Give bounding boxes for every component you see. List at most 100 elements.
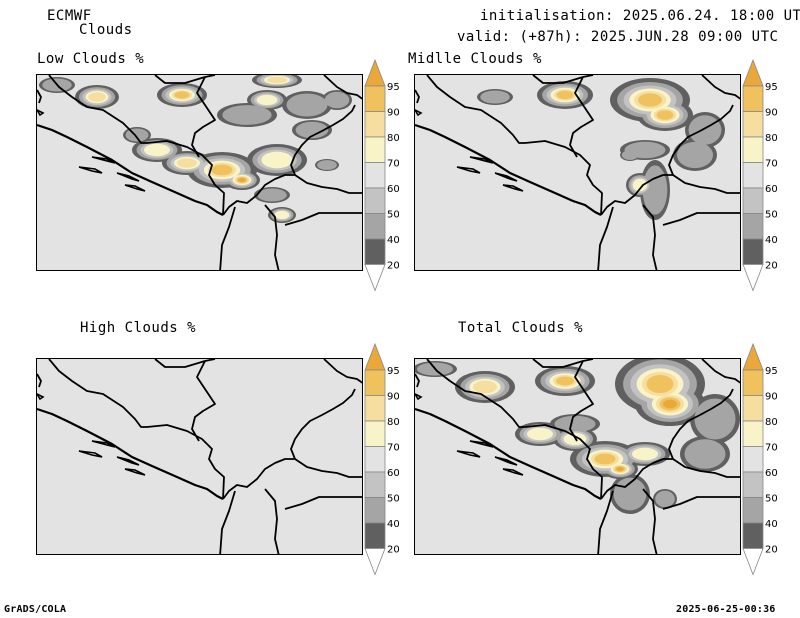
island bbox=[415, 109, 423, 117]
cloud-contour bbox=[632, 447, 658, 461]
island bbox=[502, 468, 524, 476]
colorbar-arrow-top bbox=[742, 342, 764, 371]
cloud-contour bbox=[621, 150, 639, 160]
cloud-contour bbox=[211, 164, 233, 176]
cloud-contour bbox=[88, 92, 106, 102]
colorbar-level-label: 50 bbox=[387, 494, 400, 505]
country-border bbox=[597, 490, 614, 554]
map-middle-clouds bbox=[414, 74, 741, 271]
country-border bbox=[597, 206, 614, 270]
colorbar-level-label: 20 bbox=[387, 545, 400, 556]
colorbar-middle-svg: 95 90 80 70 60 50 40 20 bbox=[742, 58, 778, 292]
coastline bbox=[415, 123, 602, 216]
island bbox=[494, 456, 518, 466]
island bbox=[502, 184, 524, 192]
colorbar-level-label: 20 bbox=[765, 261, 778, 272]
colorbar-segment bbox=[364, 238, 386, 265]
panel-title-low-clouds: Low Clouds % bbox=[37, 51, 145, 67]
country-border bbox=[532, 75, 594, 84]
colorbar-arrow-top bbox=[364, 58, 386, 87]
coastline bbox=[37, 123, 224, 216]
colorbar-level-label: 80 bbox=[765, 417, 778, 428]
country-border bbox=[524, 424, 603, 500]
colorbar-arrow-bottom bbox=[742, 548, 764, 576]
cloud-contour bbox=[222, 105, 272, 125]
colorbar-level-label: 95 bbox=[387, 366, 400, 377]
island bbox=[91, 440, 116, 448]
colorbar-level-label: 40 bbox=[765, 519, 778, 530]
colorbar-segment bbox=[742, 420, 764, 447]
colorbar-high: 95 90 80 70 60 50 40 20 bbox=[363, 342, 403, 576]
colorbar-segment bbox=[742, 85, 764, 112]
cloud-contour bbox=[688, 115, 722, 145]
country-border bbox=[290, 104, 356, 176]
country-border bbox=[48, 75, 147, 144]
cloud-contour bbox=[267, 76, 287, 84]
colorbar-level-label: 60 bbox=[765, 468, 778, 479]
panel-title-high-clouds: High Clouds % bbox=[80, 320, 197, 336]
colorbar-segment bbox=[742, 187, 764, 214]
colorbar-level-label: 20 bbox=[765, 545, 778, 556]
panel-title-middle-clouds: Midlle Clouds % bbox=[408, 51, 542, 67]
colorbar-segment bbox=[742, 136, 764, 163]
country-border bbox=[284, 496, 362, 510]
colorbar-level-label: 20 bbox=[387, 261, 400, 272]
colorbar-segment bbox=[364, 136, 386, 163]
country-border bbox=[154, 75, 216, 84]
country-border bbox=[37, 373, 42, 388]
cloud-contour bbox=[663, 399, 677, 409]
colorbar-segment bbox=[742, 213, 764, 240]
country-border bbox=[323, 75, 362, 100]
country-border bbox=[701, 75, 740, 100]
colorbar-high-svg: 95 90 80 70 60 50 40 20 bbox=[364, 342, 400, 576]
country-border bbox=[532, 359, 594, 368]
cloud-contour bbox=[642, 165, 668, 215]
country-border bbox=[222, 174, 295, 216]
model-name: ECMWF bbox=[47, 8, 92, 24]
island bbox=[37, 109, 45, 117]
colorbar-level-label: 95 bbox=[765, 366, 778, 377]
country-border bbox=[323, 359, 362, 384]
country-border bbox=[37, 89, 42, 104]
colorbar-low: 95 90 80 70 60 50 40 20 bbox=[363, 58, 403, 292]
country-border bbox=[426, 359, 525, 428]
cloud-contour bbox=[238, 178, 246, 182]
country-border bbox=[154, 359, 216, 368]
colorbar-total: 95 90 80 70 60 50 40 20 bbox=[741, 342, 781, 576]
map-low-clouds bbox=[36, 74, 363, 271]
initialisation-time: initialisation: 2025.06.24. 18:00 UTC bbox=[480, 8, 800, 24]
colorbar-segment bbox=[364, 213, 386, 240]
cloud-contour bbox=[286, 93, 328, 117]
colorbar-segment bbox=[364, 522, 386, 549]
cloud-contour bbox=[632, 178, 648, 192]
colorbar-level-label: 60 bbox=[387, 184, 400, 195]
country-border bbox=[701, 359, 740, 384]
cloud-contour bbox=[177, 158, 197, 168]
colorbar-level-label: 95 bbox=[387, 82, 400, 93]
cloud-contour bbox=[125, 128, 149, 142]
cloud-contour bbox=[594, 453, 616, 465]
cloud-contour bbox=[295, 121, 329, 139]
cloud-contour bbox=[274, 210, 290, 220]
island bbox=[78, 166, 103, 174]
country-border bbox=[284, 212, 362, 226]
country-border bbox=[668, 104, 734, 176]
colorbar-segment bbox=[364, 187, 386, 214]
colorbar-level-label: 95 bbox=[765, 82, 778, 93]
colorbar-segment bbox=[364, 471, 386, 498]
colorbar-segment bbox=[742, 395, 764, 422]
cloud-contour bbox=[174, 91, 190, 99]
map-total-clouds bbox=[414, 358, 741, 555]
island bbox=[78, 450, 103, 458]
map-high-clouds-svg bbox=[37, 359, 362, 554]
country-border bbox=[415, 373, 420, 388]
colorbar-level-label: 50 bbox=[765, 210, 778, 221]
country-border bbox=[426, 75, 525, 144]
country-border bbox=[672, 174, 740, 194]
colorbar-level-label: 80 bbox=[387, 417, 400, 428]
country-border bbox=[569, 360, 594, 442]
footer-software: GrADS/COLA bbox=[4, 604, 67, 615]
colorbar-level-label: 40 bbox=[387, 235, 400, 246]
map-total-clouds-svg bbox=[415, 359, 740, 554]
country-border bbox=[290, 388, 356, 460]
